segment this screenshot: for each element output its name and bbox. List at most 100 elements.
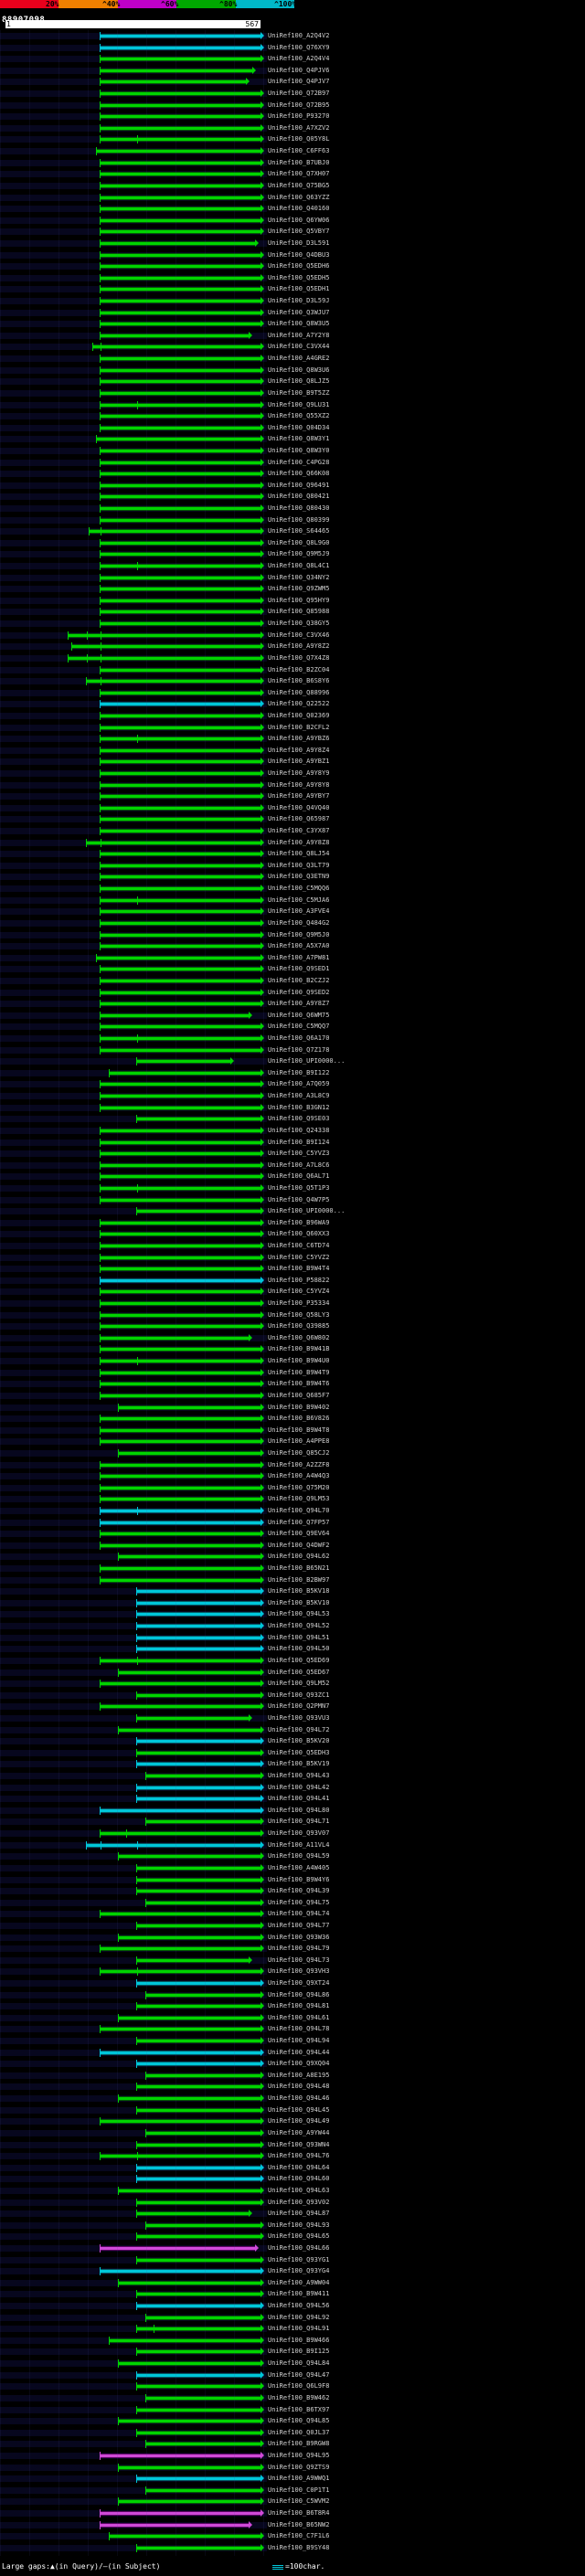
hit-bar[interactable] — [99, 1241, 265, 1250]
hit-bar[interactable] — [99, 504, 265, 513]
hit-label[interactable]: UniRef100_Q85CJ2 — [268, 1448, 330, 1457]
hit-label[interactable]: UniRef100_Q80421 — [268, 493, 330, 501]
hit-label[interactable]: UniRef100_C5YVZ2 — [268, 1253, 330, 1261]
hit-bar[interactable] — [86, 838, 264, 847]
hit-bar[interactable] — [108, 2336, 265, 2345]
hit-label[interactable]: UniRef100_B9SY48 — [268, 2543, 330, 2551]
hit-bar[interactable] — [99, 1045, 265, 1055]
hit-bar[interactable] — [91, 343, 265, 352]
hit-label[interactable]: UniRef100_Q8W3Y0 — [268, 446, 330, 454]
hit-label[interactable]: UniRef100_Q7Z178 — [268, 1045, 330, 1054]
hit-bar[interactable] — [99, 688, 265, 697]
hit-label[interactable]: UniRef100_Q63YZZ — [268, 193, 330, 201]
hit-label[interactable]: UniRef100_B9W402 — [268, 1403, 330, 1411]
hit-label[interactable]: UniRef100_Q685F7 — [268, 1391, 330, 1399]
hit-label[interactable]: UniRef100_Q4DWF2 — [268, 1541, 330, 1549]
hit-label[interactable]: UniRef100_A4GRE2 — [268, 355, 330, 363]
hit-bar[interactable] — [99, 377, 265, 387]
hit-label[interactable]: UniRef100_B2BW97 — [268, 1575, 330, 1584]
hit-label[interactable]: UniRef100_Q9SED2 — [268, 988, 330, 996]
hit-label[interactable]: UniRef100_Q24338 — [268, 1126, 330, 1134]
hit-bar[interactable] — [99, 1011, 252, 1020]
hit-label[interactable]: UniRef100_C3VX46 — [268, 631, 330, 639]
hit-bar[interactable] — [99, 792, 265, 801]
hit-bar[interactable] — [135, 1207, 265, 1216]
hit-bar[interactable] — [117, 1725, 265, 1734]
hit-label[interactable]: UniRef100_Q94L87 — [268, 2210, 330, 2218]
hit-bar[interactable] — [99, 1415, 265, 1424]
hit-bar[interactable] — [117, 2417, 265, 2426]
hit-bar[interactable] — [117, 1933, 265, 1942]
hit-label[interactable]: UniRef100_Q2PMN7 — [268, 1702, 330, 1711]
hit-label[interactable]: UniRef100_Q75M20 — [268, 1483, 330, 1491]
hit-label[interactable]: UniRef100_Q93YG4 — [268, 2267, 330, 2275]
hit-label[interactable]: UniRef100_Q39885 — [268, 1322, 330, 1330]
hit-label[interactable]: UniRef100_Q6W802 — [268, 1333, 330, 1341]
hit-label[interactable]: UniRef100_Q94L93 — [268, 2221, 330, 2229]
hit-label[interactable]: UniRef100_Q04D34 — [268, 423, 330, 431]
hit-label[interactable]: UniRef100_Q05Y8L — [268, 135, 330, 143]
hit-bar[interactable] — [88, 527, 265, 536]
hit-label[interactable]: UniRef100_Q4VQ40 — [268, 803, 330, 811]
hit-label[interactable]: UniRef100_B9I124 — [268, 1138, 330, 1146]
hit-label[interactable]: UniRef100_B2CZJ2 — [268, 976, 330, 984]
hit-bar[interactable] — [135, 1875, 265, 1884]
hit-bar[interactable] — [99, 596, 265, 605]
hit-bar[interactable] — [135, 1863, 265, 1872]
hit-label[interactable]: UniRef100_A9Y8Z8 — [268, 838, 330, 846]
hit-label[interactable]: UniRef100_A4W4Q3 — [268, 1472, 330, 1480]
hit-label[interactable]: UniRef100_Q9ZWM5 — [268, 585, 330, 593]
hit-bar[interactable] — [99, 193, 265, 202]
hit-bar[interactable] — [99, 1230, 265, 1239]
hit-bar[interactable] — [135, 1795, 265, 1804]
hit-bar[interactable] — [117, 2497, 265, 2507]
hit-label[interactable]: UniRef100_B9I125 — [268, 2348, 330, 2356]
hit-bar[interactable] — [135, 2325, 265, 2334]
hit-label[interactable]: UniRef100_Q94L71 — [268, 1818, 330, 1826]
hit-label[interactable]: UniRef100_Q4W7P5 — [268, 1195, 330, 1203]
hit-label[interactable]: UniRef100_Q94L53 — [268, 1610, 330, 1618]
hit-label[interactable]: UniRef100_Q94L64 — [268, 2163, 330, 2171]
hit-bar[interactable] — [99, 700, 265, 709]
hit-label[interactable]: UniRef100_Q94L94 — [268, 2037, 330, 2045]
hit-label[interactable]: UniRef100_Q6YW06 — [268, 216, 330, 224]
hit-label[interactable]: UniRef100_C0P1T1 — [268, 2486, 330, 2494]
hit-label[interactable]: UniRef100_A7XZV2 — [268, 123, 330, 132]
hit-bar[interactable] — [144, 2440, 265, 2449]
hit-bar[interactable] — [99, 1265, 265, 1274]
hit-bar[interactable] — [99, 43, 265, 52]
hit-label[interactable]: UniRef100_C3YX87 — [268, 827, 330, 835]
hit-bar[interactable] — [99, 388, 265, 398]
hit-label[interactable]: UniRef100_D3L591 — [268, 239, 330, 247]
hit-label[interactable]: UniRef100_Q5T1P3 — [268, 1183, 330, 1192]
hit-bar[interactable] — [99, 1967, 265, 1977]
hit-bar[interactable] — [99, 1391, 265, 1400]
hit-label[interactable]: UniRef100_B2CFL2 — [268, 723, 330, 731]
hit-bar[interactable] — [108, 2532, 265, 2541]
hit-bar[interactable] — [99, 665, 265, 674]
hit-label[interactable]: UniRef100_C6TD74 — [268, 1241, 330, 1249]
hit-bar[interactable] — [135, 2198, 265, 2207]
hit-label[interactable]: UniRef100_Q94L70 — [268, 1507, 330, 1514]
hit-bar[interactable] — [99, 1380, 265, 1389]
hit-bar[interactable] — [99, 1000, 265, 1009]
hit-label[interactable]: UniRef100_Q93VU3 — [268, 1713, 330, 1722]
hit-bar[interactable] — [135, 2405, 265, 2414]
hit-bar[interactable] — [99, 1829, 265, 1839]
hit-bar[interactable] — [99, 873, 265, 882]
hit-label[interactable]: UniRef100_Q72B95 — [268, 101, 330, 109]
hit-label[interactable]: UniRef100_A7PW81 — [268, 953, 330, 961]
hit-label[interactable]: UniRef100_A8E195 — [268, 2071, 330, 2079]
hit-label[interactable]: UniRef100_Q85988 — [268, 608, 330, 616]
hit-bar[interactable] — [99, 228, 265, 237]
hit-bar[interactable] — [99, 2152, 265, 2161]
hit-bar[interactable] — [135, 2083, 265, 2092]
hit-label[interactable]: UniRef100_Q94L63 — [268, 2186, 330, 2194]
hit-bar[interactable] — [99, 735, 265, 744]
hit-label[interactable]: UniRef100_Q93W36 — [268, 1933, 330, 1941]
hit-label[interactable]: UniRef100_A4PPE8 — [268, 1437, 330, 1446]
hit-bar[interactable] — [99, 1172, 265, 1182]
hit-bar[interactable] — [117, 2094, 265, 2104]
hit-label[interactable]: UniRef100_Q94L46 — [268, 2094, 330, 2103]
hit-label[interactable]: UniRef100_Q94L86 — [268, 1990, 330, 1998]
